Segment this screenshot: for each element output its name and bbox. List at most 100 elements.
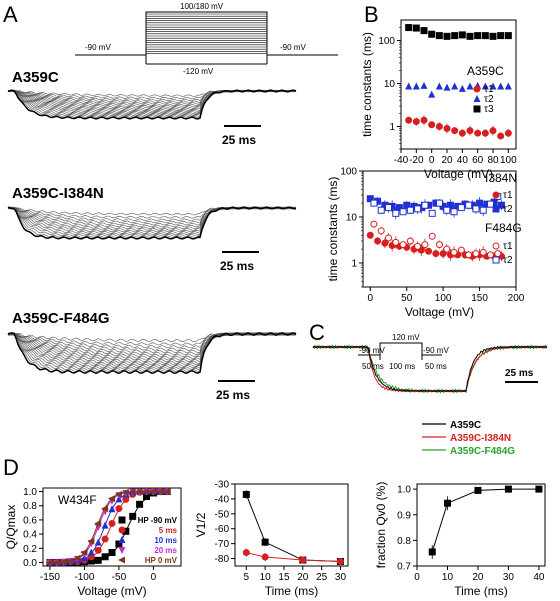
protocol-hold-right: -90 mV [280,43,306,52]
legend-label: τ2 [503,255,513,266]
y-tick-label: 100 [378,36,395,47]
legend-marker [473,105,481,113]
data-point [101,553,109,561]
y-tick-label: -60 [215,524,230,535]
x-tick-label: -40 [394,155,409,166]
legend-label: 5 ms [159,526,178,535]
data-point [458,129,466,137]
current-traces-a359c [7,89,297,120]
x-tick-label: 40 [533,572,545,583]
overlay-trace [312,345,548,393]
data-point [474,129,482,137]
series-line [246,552,341,563]
data-point [163,488,171,496]
x-axis-label: Voltage (mV) [405,305,474,319]
current-trace [7,89,297,115]
data-point [366,231,374,239]
data-point [497,201,505,209]
data-point [466,32,474,40]
y-axis-label: Q/Qmax [4,505,18,550]
legend-marker [473,95,481,102]
trace-label-i384n: A359C-I384N [12,185,104,202]
y-tick-label: -50 [215,509,230,520]
x-tick-label: 0 [151,572,157,583]
data-point [242,549,250,557]
data-point [481,82,489,90]
data-point [403,201,411,209]
y-tick-label: -80 [215,554,230,565]
data-point [87,537,95,545]
legend-marker [118,536,126,543]
data-point [428,121,436,129]
current-trace [7,206,297,240]
y-tick-label: 0.8 [23,501,37,512]
data-point [52,558,60,566]
data-point [494,250,502,258]
data-point [142,488,150,496]
legend-marker [492,205,500,213]
data-point [121,488,129,496]
data-point [115,505,123,513]
legend-marker [118,516,126,524]
legend-marker [118,556,125,564]
data-point [474,486,482,494]
current-traces-f484g [7,332,297,374]
data-point [428,209,436,217]
data-point [149,488,157,496]
x-tick-label: 5 [244,572,250,583]
annotation-f484g: F484G [485,221,522,235]
data-point [428,90,436,98]
annotation-a359c: A359C [467,64,504,78]
data-point [420,116,428,124]
data-point [135,488,143,496]
x-tick-label: 10 [442,572,454,583]
data-point [420,27,428,35]
current-trace [7,89,297,118]
y-tick-label: 1.0 [23,487,37,498]
data-point [392,238,400,246]
trace-label-f484g: A359C-F484G [12,310,110,327]
data-point [101,505,109,513]
x-tick-label: 150 [471,293,488,304]
data-point [385,234,392,242]
protocol-c-post: -90 mV [423,346,449,355]
legend-label: HP -90 mV [138,516,178,525]
overlay-trace [312,345,548,394]
data-point [435,32,443,40]
data-point [458,84,466,92]
data-point [466,82,474,90]
protocol-top-label: 100/180 mV [180,2,224,11]
x-tick-label: 25 [316,572,328,583]
data-point [504,485,512,493]
x-tick-label: 0 [414,572,420,583]
x-tick-label: 100 [500,155,517,166]
panel-letter-a: A [3,2,18,27]
x-tick-label: 0 [429,155,435,166]
legend-label: τ1 [484,84,494,95]
x-axis-label: Time (ms) [265,584,319,598]
y-tick-label: 10 [384,79,396,90]
data-point [399,208,407,216]
data-point [436,241,443,249]
y-tick-label: -70 [215,539,230,550]
data-point [443,83,451,91]
x-tick-label: 50 [401,293,413,304]
data-point [450,248,458,256]
scale-label-c: 25 ms [505,368,534,379]
data-point [451,82,459,90]
data-point [497,32,505,40]
legend-label: τ2 [503,204,513,215]
data-point [377,206,385,214]
current-traces-i384n [7,206,297,240]
data-point [412,82,420,90]
protocol-c-pre: -90 mV [359,346,385,355]
data-point [414,242,422,250]
data-point [487,251,494,259]
data-point [450,208,458,216]
voltage-protocol-c: 120 mV -90 mV -90 mV 50 ms 100 ms 50 ms [358,333,449,371]
data-point [443,499,451,507]
data-point [481,32,489,40]
data-point [108,505,116,513]
plot-frame [362,170,517,288]
y-axis-label: time constants (ms) [326,177,340,282]
